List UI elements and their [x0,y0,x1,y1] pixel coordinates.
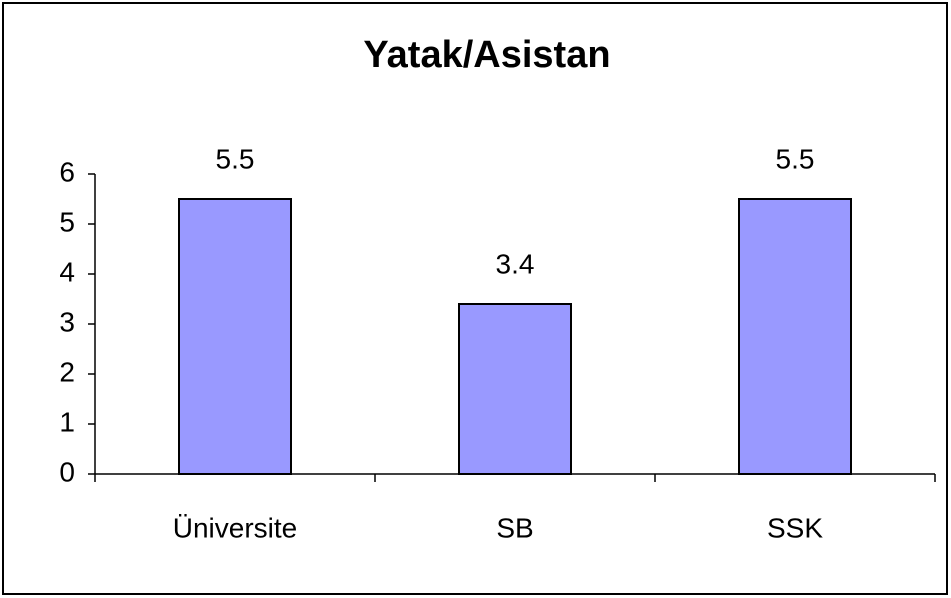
data-label: 5.5 [216,143,255,174]
y-tick-label: 0 [59,456,75,487]
y-tick-label: 4 [59,256,75,287]
y-tick-label: 1 [59,406,75,437]
bar [738,198,852,475]
x-tick-label: Üniversite [173,512,297,543]
data-label: 5.5 [776,143,815,174]
x-tick-label: SB [496,512,533,543]
x-tick-label: SSK [767,512,823,543]
data-label: 3.4 [496,248,535,279]
y-tick-label: 3 [59,306,75,337]
bar [458,303,572,475]
chart-title: Yatak/Asistan [363,34,610,76]
y-tick-label: 2 [59,356,75,387]
bar [178,198,292,475]
y-tick-label: 6 [59,156,75,187]
y-tick-label: 5 [59,206,75,237]
